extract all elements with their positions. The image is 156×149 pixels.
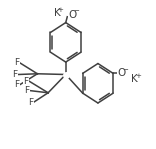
Text: O: O xyxy=(117,68,126,78)
Text: F: F xyxy=(28,98,33,107)
Text: F: F xyxy=(14,58,19,67)
Text: K: K xyxy=(131,74,138,84)
Text: F: F xyxy=(14,80,19,89)
Text: +: + xyxy=(135,73,141,79)
Text: −: − xyxy=(122,67,128,73)
Text: +: + xyxy=(58,7,64,13)
Text: F: F xyxy=(24,86,29,95)
Text: F: F xyxy=(13,70,18,79)
Text: O: O xyxy=(68,10,77,20)
Text: F: F xyxy=(23,77,28,86)
Text: −: − xyxy=(73,8,79,14)
Text: K: K xyxy=(54,8,61,18)
